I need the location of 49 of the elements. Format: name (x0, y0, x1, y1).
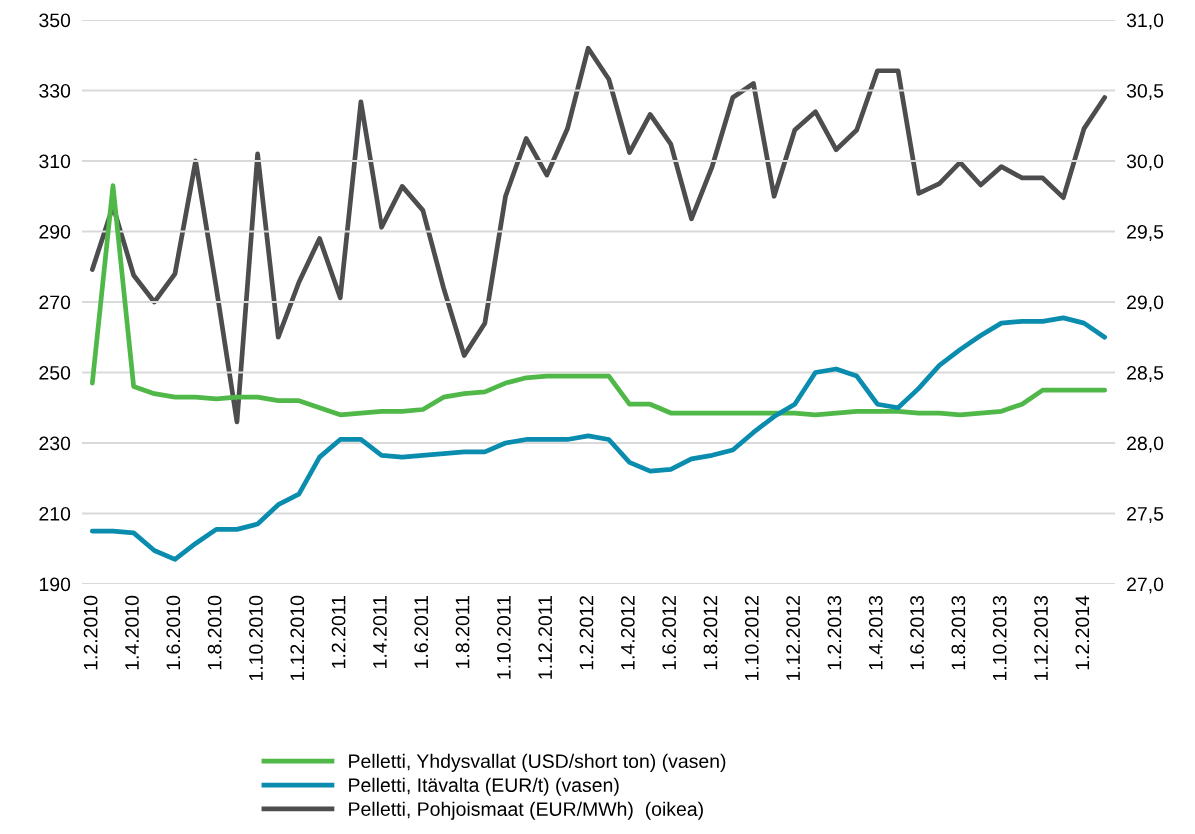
y2-tick-label: 28,0 (1127, 436, 1164, 453)
line-series (89, 183, 1108, 418)
x-tick-label: 1.6.2010 (166, 595, 181, 670)
y-tick-label: 290 (39, 224, 71, 239)
line-series (89, 45, 1108, 425)
y2-tick-label: 29,0 (1127, 295, 1164, 312)
y-tick-label: 210 (39, 506, 71, 521)
x-tick-label: 1.6.2012 (662, 596, 677, 670)
y-tick-label: 330 (39, 83, 71, 98)
x-tick-label: 1.8.2012 (703, 596, 718, 670)
x-tick-label: 1.2.2014 (1075, 595, 1090, 670)
legend-label: Pelletti, Yhdysvallat (USD/short ton) (vasen) (349, 753, 726, 772)
x-tick-label: 1.4.2010 (125, 595, 139, 670)
x-tick-label: 1.8.2011 (455, 596, 470, 668)
x-tick-label: 1.2.2013 (827, 595, 842, 670)
legend-label: Pelletti, Pohjoismaat (EUR/MWh) (oikea) (349, 801, 703, 820)
x-tick-label: 1.2.2010 (83, 595, 98, 670)
x-tick-label: 1.12.2010 (290, 595, 305, 681)
x-tick-label: 1.6.2013 (910, 595, 924, 670)
y2-tick-label: 30,0 (1126, 154, 1164, 171)
x-tick-label: 1.12.2013 (1034, 595, 1048, 681)
y2-tick-label: 31,0 (1126, 13, 1164, 30)
y-tick-label: 310 (39, 154, 71, 169)
x-tick-label: 1.12.2011 (538, 596, 553, 679)
x-tick-label: 1.10.2012 (744, 596, 759, 681)
y2-tick-label: 28,5 (1127, 365, 1164, 383)
x-tick-label: 1.10.2011 (496, 596, 511, 679)
x-tick-label: 1.4.2011 (373, 596, 387, 668)
x-tick-label: 1.2.2012 (579, 596, 594, 670)
x-tick-label: 1.4.2012 (620, 596, 635, 670)
y-tick-label: 230 (39, 436, 71, 451)
y2-tick-label: 30,5 (1126, 83, 1164, 101)
x-tick-label: 1.6.2011 (414, 596, 429, 668)
y-tick-label: 350 (39, 13, 71, 28)
y-tick-label: 250 (39, 365, 71, 380)
y2-tick-label: 27,0 (1127, 577, 1164, 594)
x-tick-label: 1.8.2013 (951, 595, 966, 670)
x-tick-label: 1.4.2013 (868, 595, 883, 670)
x-tick-label: 1.8.2010 (207, 595, 222, 670)
y2-tick-label: 29,5 (1127, 224, 1164, 242)
legend-label: Pelletti, Itävalta (EUR/t) (vasen) (349, 777, 619, 796)
x-tick-label: 1.2.2011 (331, 596, 346, 668)
y2-tick-label: 27,5 (1127, 506, 1164, 524)
x-tick-label: 1.10.2010 (249, 595, 263, 681)
y-tick-label: 270 (39, 295, 71, 310)
y-tick-label: 190 (39, 577, 71, 592)
x-tick-label: 1.12.2012 (786, 596, 800, 681)
x-tick-label: 1.10.2013 (992, 595, 1007, 681)
line-series (89, 315, 1108, 562)
